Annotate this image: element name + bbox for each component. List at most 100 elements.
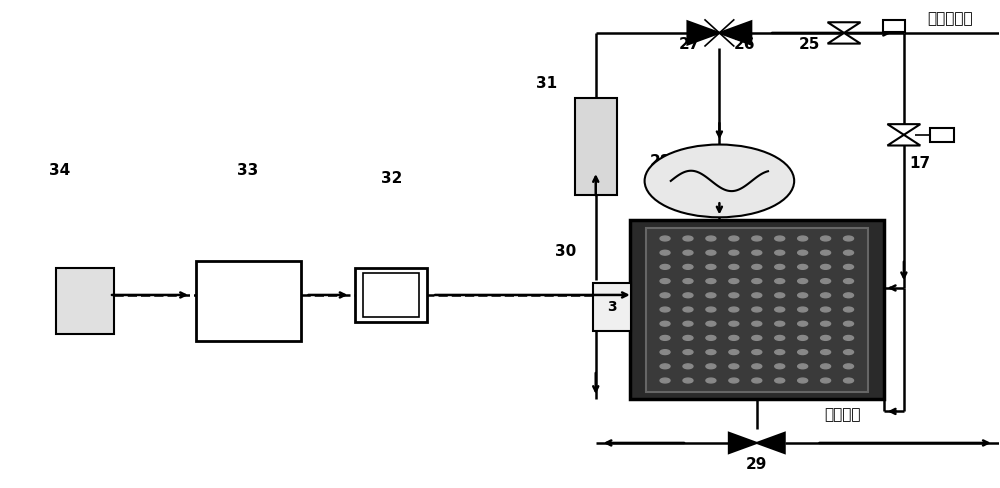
Circle shape	[660, 279, 670, 284]
Circle shape	[729, 279, 739, 284]
Circle shape	[844, 236, 854, 241]
Circle shape	[798, 250, 808, 255]
Circle shape	[775, 307, 785, 312]
Circle shape	[775, 364, 785, 369]
Circle shape	[821, 307, 831, 312]
Polygon shape	[729, 433, 757, 453]
Circle shape	[729, 236, 739, 241]
Circle shape	[798, 378, 808, 383]
Circle shape	[821, 264, 831, 269]
Circle shape	[821, 321, 831, 326]
Circle shape	[660, 378, 670, 383]
Circle shape	[729, 350, 739, 355]
Circle shape	[660, 293, 670, 298]
Circle shape	[683, 293, 693, 298]
Polygon shape	[687, 21, 719, 44]
Bar	[196, 261, 301, 341]
Circle shape	[645, 144, 794, 217]
Text: 3: 3	[607, 300, 617, 314]
Circle shape	[706, 250, 716, 255]
Polygon shape	[719, 21, 751, 44]
Circle shape	[821, 350, 831, 355]
Circle shape	[821, 279, 831, 284]
Text: 32: 32	[381, 171, 402, 186]
Circle shape	[798, 264, 808, 269]
Circle shape	[683, 236, 693, 241]
Circle shape	[775, 335, 785, 340]
Circle shape	[775, 236, 785, 241]
Circle shape	[706, 335, 716, 340]
Circle shape	[729, 378, 739, 383]
Circle shape	[729, 293, 739, 298]
Circle shape	[660, 350, 670, 355]
Circle shape	[683, 350, 693, 355]
Text: 29: 29	[746, 457, 767, 471]
Circle shape	[683, 378, 693, 383]
Circle shape	[706, 307, 716, 312]
Circle shape	[683, 264, 693, 269]
Circle shape	[844, 293, 854, 298]
Circle shape	[798, 307, 808, 312]
Circle shape	[683, 307, 693, 312]
Polygon shape	[887, 124, 920, 135]
Bar	[646, 227, 868, 391]
Circle shape	[821, 364, 831, 369]
Text: 27: 27	[679, 38, 700, 52]
Polygon shape	[757, 433, 785, 453]
Circle shape	[844, 250, 854, 255]
Circle shape	[798, 236, 808, 241]
Circle shape	[752, 321, 762, 326]
Text: 冲压空气进: 冲压空气进	[927, 11, 972, 26]
Text: 废气排放: 废气排放	[824, 407, 861, 422]
Bar	[930, 128, 954, 142]
Text: 33: 33	[237, 163, 258, 179]
Circle shape	[683, 335, 693, 340]
Circle shape	[844, 307, 854, 312]
Text: 30: 30	[555, 244, 576, 259]
Circle shape	[660, 236, 670, 241]
Circle shape	[683, 250, 693, 255]
Circle shape	[660, 335, 670, 340]
Circle shape	[844, 321, 854, 326]
Circle shape	[798, 279, 808, 284]
Text: 25: 25	[798, 38, 820, 52]
Circle shape	[660, 264, 670, 269]
Circle shape	[752, 307, 762, 312]
Text: 17: 17	[909, 157, 930, 171]
Circle shape	[775, 293, 785, 298]
Circle shape	[660, 321, 670, 326]
Bar	[355, 268, 427, 322]
Circle shape	[821, 378, 831, 383]
Circle shape	[729, 335, 739, 340]
Circle shape	[752, 236, 762, 241]
Polygon shape	[828, 33, 860, 43]
Circle shape	[798, 350, 808, 355]
Circle shape	[729, 321, 739, 326]
Circle shape	[752, 279, 762, 284]
Polygon shape	[828, 22, 860, 33]
Circle shape	[660, 307, 670, 312]
Circle shape	[798, 293, 808, 298]
Circle shape	[706, 350, 716, 355]
Text: 31: 31	[536, 76, 557, 91]
Circle shape	[752, 350, 762, 355]
Circle shape	[706, 279, 716, 284]
Circle shape	[798, 335, 808, 340]
Bar	[593, 283, 631, 331]
Circle shape	[729, 307, 739, 312]
Circle shape	[775, 350, 785, 355]
Circle shape	[752, 335, 762, 340]
Circle shape	[729, 250, 739, 255]
Circle shape	[798, 364, 808, 369]
Circle shape	[821, 236, 831, 241]
Circle shape	[752, 378, 762, 383]
Circle shape	[660, 364, 670, 369]
Circle shape	[683, 279, 693, 284]
Circle shape	[775, 321, 785, 326]
Circle shape	[844, 364, 854, 369]
Circle shape	[821, 250, 831, 255]
Bar	[363, 273, 419, 317]
Text: 26: 26	[734, 38, 755, 52]
Circle shape	[844, 335, 854, 340]
Circle shape	[821, 293, 831, 298]
